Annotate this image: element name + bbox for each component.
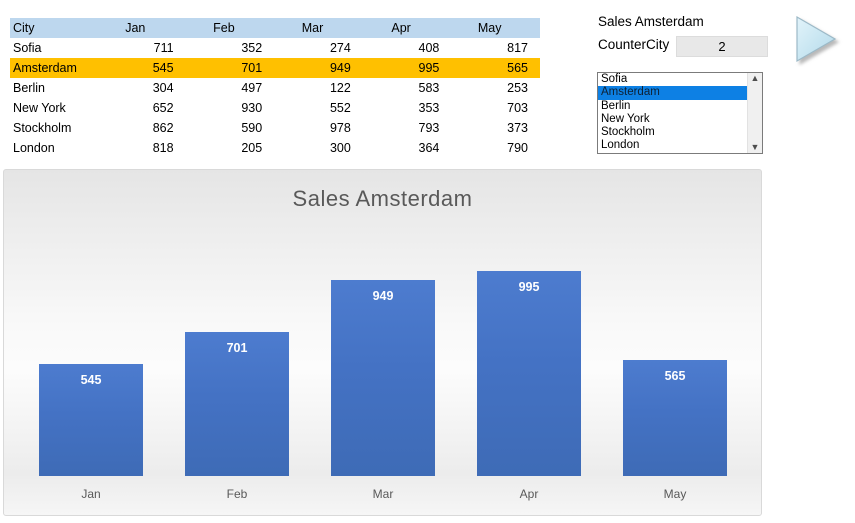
value-cell[interactable]: 930 xyxy=(241,101,263,115)
city-listbox-items: Sofia Amsterdam Berlin New York Stockholm Lon… xyxy=(598,73,747,153)
panel-title: Sales Amsterdam xyxy=(598,14,704,29)
value-cell[interactable]: 552 xyxy=(329,101,351,115)
header-cell[interactable]: Apr xyxy=(391,21,411,35)
value-cell[interactable]: 122 xyxy=(329,81,351,95)
value-cell[interactable]: 352 xyxy=(241,41,263,55)
table-row: Amsterdam 545 701 949 995 565 xyxy=(10,58,540,78)
value-cell[interactable]: 253 xyxy=(507,81,528,95)
listbox-item[interactable]: Sofia xyxy=(601,73,628,85)
value-cell[interactable]: 790 xyxy=(507,141,528,155)
header-cell[interactable]: May xyxy=(477,21,502,35)
chart-title: Sales Amsterdam xyxy=(292,186,473,211)
value-cell[interactable]: 304 xyxy=(152,81,174,95)
city-cell[interactable]: Amsterdam xyxy=(13,61,77,75)
scroll-up-icon[interactable]: ▲ xyxy=(750,73,760,83)
chart-bar[interactable]: 995 xyxy=(477,271,581,476)
value-cell[interactable]: 590 xyxy=(241,121,263,135)
value-cell[interactable]: 408 xyxy=(418,41,440,55)
bar-data-label: 701 xyxy=(226,341,248,355)
value-cell[interactable]: 817 xyxy=(507,41,528,55)
bar-data-label: 565 xyxy=(664,369,686,383)
value-cell[interactable]: 995 xyxy=(418,61,440,75)
counter-city-value-cell[interactable]: 2 xyxy=(676,36,768,57)
value-cell[interactable]: 949 xyxy=(329,61,351,75)
value-cell[interactable]: 862 xyxy=(152,121,174,135)
header-cell[interactable]: City xyxy=(13,21,35,35)
value-cell[interactable]: 978 xyxy=(329,121,351,135)
chart-bar[interactable]: 545 xyxy=(39,364,143,476)
chart-bar[interactable]: 565 xyxy=(623,360,727,476)
city-cell[interactable]: New York xyxy=(13,101,66,115)
category-axis-label: Apr xyxy=(519,487,539,501)
table-row: Berlin 304 497 122 583 253 xyxy=(10,78,540,98)
bar-data-label: 995 xyxy=(518,280,540,294)
header-cell[interactable]: Feb xyxy=(213,21,235,35)
value-cell[interactable]: 583 xyxy=(418,81,440,95)
value-cell[interactable]: 701 xyxy=(241,61,263,75)
value-cell[interactable]: 364 xyxy=(418,141,440,155)
listbox-item[interactable]: Berlin xyxy=(601,99,631,112)
category-axis-label: May xyxy=(663,487,687,501)
value-cell[interactable]: 652 xyxy=(152,101,174,115)
value-cell[interactable]: 300 xyxy=(329,141,351,155)
header-cell[interactable]: Mar xyxy=(301,21,324,35)
counter-city-value: 2 xyxy=(718,39,726,54)
value-cell[interactable]: 353 xyxy=(418,101,440,115)
scroll-down-icon[interactable]: ▼ xyxy=(750,142,760,152)
play-triangle-button[interactable] xyxy=(795,15,843,67)
value-cell[interactable]: 703 xyxy=(507,101,528,115)
listbox-scrollbar[interactable]: ▲ ▼ xyxy=(747,73,762,153)
value-cell[interactable]: 497 xyxy=(241,81,263,95)
table-header-row: City Jan Feb Mar Apr May xyxy=(10,18,540,38)
listbox-item[interactable]: Stockholm xyxy=(601,126,655,139)
listbox-item[interactable]: Amsterdam xyxy=(598,86,747,100)
counter-city-label: CounterCity xyxy=(598,37,670,52)
value-cell[interactable]: 818 xyxy=(152,141,174,155)
city-cell[interactable]: Stockholm xyxy=(13,121,72,135)
chart-bar[interactable]: 949 xyxy=(331,280,435,476)
table-row: Stockholm 862 590 978 793 373 xyxy=(10,118,540,138)
value-cell[interactable]: 711 xyxy=(153,41,174,55)
value-cell[interactable]: 545 xyxy=(152,61,174,75)
listbox-item[interactable]: London xyxy=(601,139,640,152)
table-row: London 818 205 300 364 790 xyxy=(10,138,540,158)
table-row: New York 652 930 552 353 703 xyxy=(10,98,540,118)
sales-chart[interactable]: Sales Amsterdam 545 Jan 701 Feb 949 Mar 995 Apr… xyxy=(3,169,762,516)
chart-bar[interactable]: 701 xyxy=(185,332,289,476)
category-axis-label: Feb xyxy=(226,487,248,501)
listbox-item[interactable]: New York xyxy=(601,112,650,125)
header-cell[interactable]: Jan xyxy=(125,21,146,35)
play-triangle-icon[interactable] xyxy=(796,15,837,63)
city-cell[interactable]: Sofia xyxy=(13,41,42,55)
bar-data-label: 545 xyxy=(80,373,102,387)
value-cell[interactable]: 373 xyxy=(507,121,528,135)
city-sales-table: City Jan Feb Mar Apr May Sofia 711 352 274 408 817 A… xyxy=(10,18,540,158)
table-row: Sofia 711 352 274 408 817 xyxy=(10,38,540,58)
value-cell[interactable]: 205 xyxy=(241,141,263,155)
city-cell[interactable]: London xyxy=(13,141,55,155)
value-cell[interactable]: 274 xyxy=(329,41,351,55)
value-cell[interactable]: 793 xyxy=(418,121,440,135)
category-axis-label: Jan xyxy=(81,487,101,501)
bar-data-label: 949 xyxy=(372,289,394,303)
city-cell[interactable]: Berlin xyxy=(13,81,45,95)
value-cell[interactable]: 565 xyxy=(507,61,528,75)
category-axis-label: Mar xyxy=(372,487,394,501)
city-listbox[interactable]: Sofia Amsterdam Berlin New York Stockholm Lon… xyxy=(597,72,763,154)
